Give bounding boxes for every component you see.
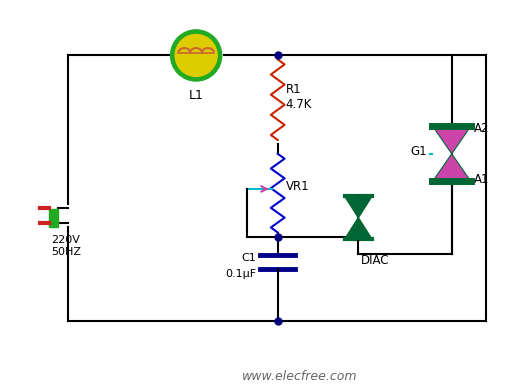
Polygon shape [345,217,372,239]
Polygon shape [434,128,470,154]
Bar [49,209,59,226]
Text: L1: L1 [189,89,203,102]
Circle shape [175,34,217,76]
Text: 220V: 220V [52,235,81,245]
Text: www.elecfree.com: www.elecfree.com [242,370,357,383]
Polygon shape [345,196,372,217]
Text: R1: R1 [286,83,301,96]
Text: VR1: VR1 [286,180,309,193]
Circle shape [170,30,222,81]
Text: C1: C1 [241,253,256,263]
Text: 50HZ: 50HZ [52,247,82,257]
Text: G1: G1 [411,145,427,158]
Text: 4.7K: 4.7K [286,98,312,111]
Text: DIAC: DIAC [361,254,390,267]
Text: A1: A1 [474,173,490,186]
Polygon shape [434,154,470,179]
Text: 0.1μF: 0.1μF [225,269,256,279]
Text: A2: A2 [474,122,490,135]
